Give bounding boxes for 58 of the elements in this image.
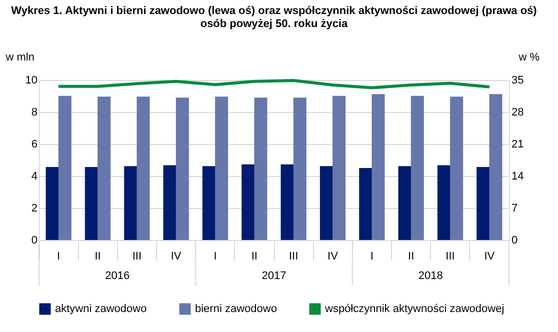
- y2-tick-label: 7: [512, 202, 518, 214]
- bar: [124, 166, 138, 240]
- legend-label: współczynnik aktywności zawodowej: [324, 303, 504, 315]
- x-tick-label: IV: [484, 250, 496, 262]
- y2-axis-title: w %: [518, 52, 540, 64]
- y2-tick-label: 14: [512, 170, 524, 182]
- bar: [372, 94, 385, 240]
- bar: [398, 166, 412, 240]
- y2-tick-label: 35: [512, 74, 524, 86]
- x-tick-label: II: [251, 250, 258, 262]
- bar: [84, 167, 98, 240]
- y-tick-label: 4: [31, 170, 38, 182]
- x-tick-label: I: [214, 250, 217, 262]
- text: 2016: [105, 270, 130, 282]
- y-tick-label: 0: [31, 234, 38, 246]
- text: 2017: [262, 270, 286, 282]
- bar: [320, 166, 333, 240]
- bar: [489, 94, 502, 240]
- bar: [136, 96, 150, 240]
- bar: [58, 96, 72, 240]
- y2-tick-label: 21: [512, 138, 524, 150]
- bar: [293, 98, 306, 240]
- legend-label: aktywni zawodowo: [55, 303, 147, 315]
- bar: [176, 98, 189, 240]
- bar: [98, 96, 111, 240]
- bar: [332, 96, 346, 240]
- y2-tick-label: 28: [512, 106, 524, 118]
- bar: [46, 167, 59, 240]
- chart-title: Wykres 1. Aktywni i bierni zawodowo (lewa oś) oraz współczynnik aktywności zawodowej (prawa oś) osób powyżej 50. roku życia: [11, 5, 538, 30]
- bar: [359, 168, 372, 240]
- x-tick-label: III: [132, 250, 142, 262]
- bar: [254, 98, 268, 240]
- x-tick-label: II: [94, 250, 101, 262]
- y-tick-label: 8: [31, 106, 38, 118]
- y-tick-label: 6: [31, 138, 38, 150]
- x-tick-label: II: [408, 250, 414, 262]
- legend-label: bierni zawodowo: [195, 303, 277, 315]
- bar: [476, 167, 490, 240]
- bar: [215, 96, 228, 240]
- x-tick-label: I: [57, 250, 60, 262]
- line-series: [57, 78, 491, 90]
- x-tick-label: I: [370, 250, 374, 262]
- bar: [202, 166, 216, 240]
- bar: [242, 164, 255, 240]
- y-axis-title: w mln: [4, 52, 34, 64]
- y2-tick-label: 0: [512, 234, 518, 246]
- bar: [163, 165, 176, 240]
- x-tick-label: III: [446, 250, 455, 262]
- bar: [437, 165, 450, 240]
- bar: [450, 96, 464, 240]
- y-tick-label: 10: [25, 74, 38, 86]
- text: 2018: [418, 270, 443, 282]
- bar: [410, 96, 424, 240]
- x-tick-label: III: [288, 250, 298, 262]
- bar: [280, 164, 294, 240]
- x-tick-label: IV: [328, 250, 339, 262]
- x-tick-label: IV: [170, 250, 182, 262]
- y-tick-label: 2: [31, 202, 38, 214]
